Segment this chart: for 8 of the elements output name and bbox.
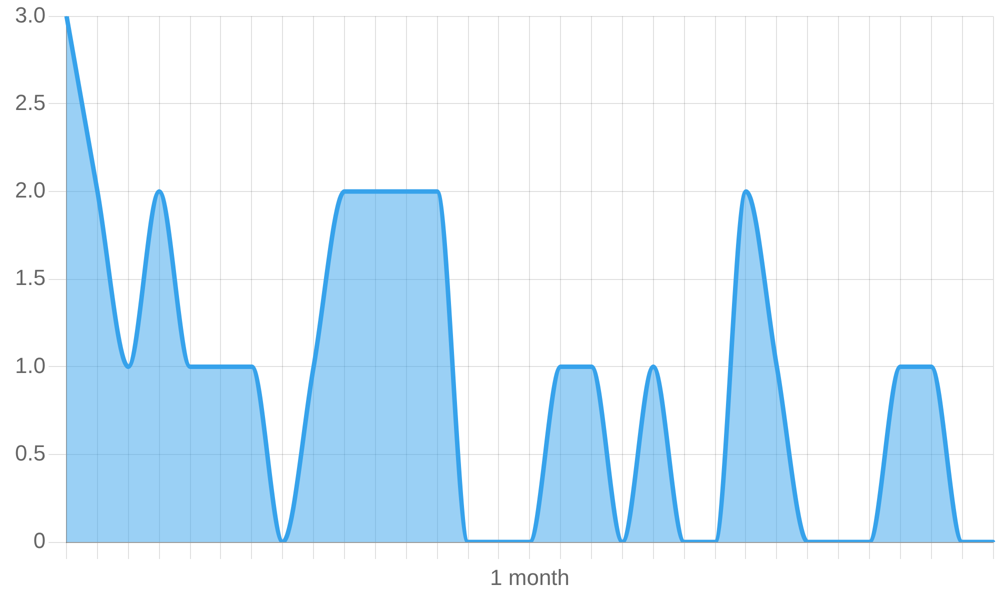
y-tick-label: 1.5 [14, 265, 46, 290]
y-tick-label: 1.0 [14, 352, 46, 378]
y-tick-label: 2.0 [14, 178, 46, 203]
y-tick-label: 3.0 [14, 2, 46, 28]
y-tick-label: 2.5 [14, 90, 46, 115]
y-tick-label: 0.5 [14, 440, 46, 466]
x-axis-title: 1 month [490, 564, 570, 590]
y-tick-label: 0 [33, 528, 46, 554]
